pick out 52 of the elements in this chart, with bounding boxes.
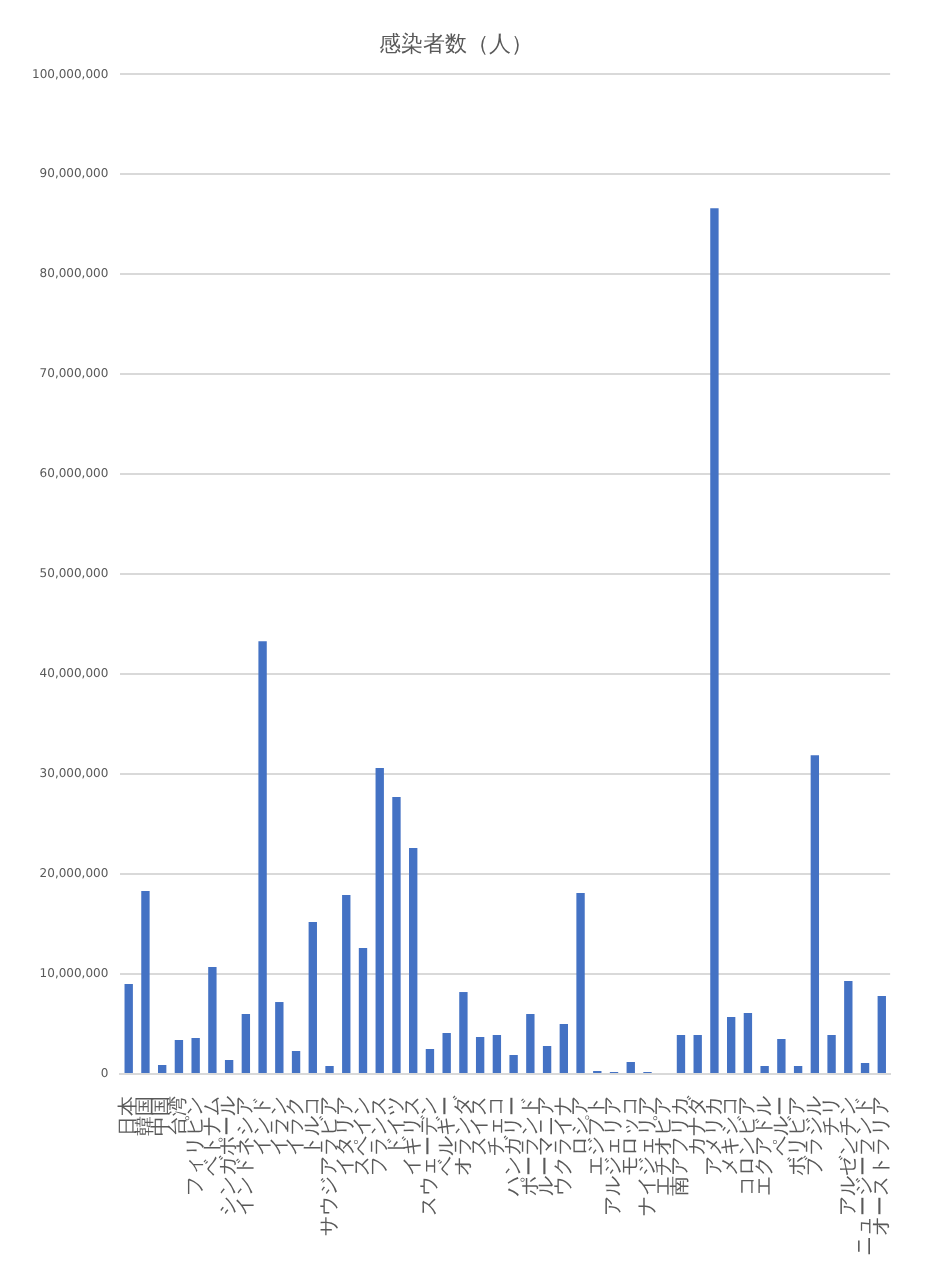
bar	[158, 1065, 167, 1073]
bar	[743, 1013, 753, 1073]
bar	[459, 992, 468, 1073]
bar	[342, 895, 351, 1073]
bar	[258, 641, 267, 1073]
bar	[425, 1049, 435, 1073]
x-tick-label: スペイン	[352, 1096, 375, 1176]
bar	[760, 1066, 769, 1073]
bar	[810, 755, 820, 1073]
bar	[526, 1014, 535, 1073]
bar	[827, 1035, 836, 1073]
bar	[442, 1033, 451, 1073]
bar	[676, 1035, 686, 1073]
bar	[308, 922, 317, 1073]
bar	[844, 981, 853, 1073]
bar	[208, 967, 217, 1073]
bar	[174, 1040, 184, 1073]
bar	[409, 848, 418, 1073]
bar	[325, 1066, 334, 1073]
bar	[275, 1002, 284, 1073]
bar	[877, 996, 886, 1073]
bar	[726, 1017, 736, 1073]
bar	[492, 1035, 502, 1073]
x-tick-label: オランダ	[450, 1094, 475, 1176]
bar	[693, 1035, 702, 1073]
bar	[191, 1038, 200, 1073]
bar	[475, 1037, 485, 1073]
bar	[777, 1039, 786, 1073]
x-tick-label: イラク	[285, 1096, 308, 1156]
bar	[559, 1024, 568, 1073]
x-tick-label: インド	[251, 1096, 274, 1156]
bar	[860, 1063, 870, 1073]
bar	[358, 948, 368, 1073]
bar	[392, 797, 401, 1073]
x-tick-label: オーストラリア	[870, 1096, 893, 1236]
bar	[710, 208, 719, 1073]
bar	[124, 984, 133, 1073]
chart-title: 感染者数（人）	[379, 30, 533, 57]
bar	[542, 1046, 552, 1073]
bar	[141, 891, 150, 1073]
bar	[626, 1062, 635, 1073]
bar	[375, 768, 384, 1073]
bar	[241, 1014, 251, 1073]
bar	[291, 1051, 301, 1073]
x-tick-label: エクアドル	[753, 1096, 776, 1196]
bar	[576, 893, 585, 1073]
x-tick-label: フィリピン	[184, 1096, 207, 1196]
bar	[793, 1066, 803, 1073]
x-tick-label: チリ	[820, 1096, 843, 1136]
x-tick-label: アルジェリア	[603, 1096, 626, 1216]
bar	[509, 1055, 518, 1073]
bar	[224, 1060, 234, 1073]
